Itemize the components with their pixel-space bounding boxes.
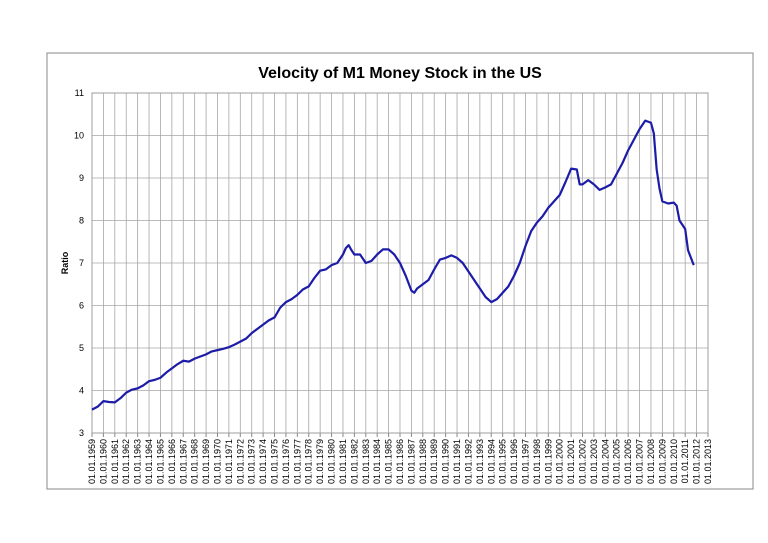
x-tick-label: 01.01.1978 — [304, 439, 314, 484]
x-tick-label: 01.01.1980 — [327, 439, 337, 484]
y-tick-label: 7 — [79, 258, 84, 268]
x-tick-label: 01.01.1998 — [532, 439, 542, 484]
x-tick-label: 01.01.1977 — [292, 439, 302, 484]
x-tick-label: 01.01.1986 — [395, 439, 405, 484]
x-tick-label: 01.01.1973 — [247, 439, 257, 484]
x-tick-label: 01.01.2005 — [612, 439, 622, 484]
x-tick-label: 01.01.1961 — [110, 439, 120, 484]
y-tick-label: 5 — [79, 343, 84, 353]
x-tick-label: 01.01.2010 — [669, 439, 679, 484]
y-tick-label: 8 — [79, 216, 84, 226]
y-tick-label: 9 — [79, 173, 84, 183]
x-tick-label: 01.01.1966 — [167, 439, 177, 484]
y-tick-label: 10 — [74, 131, 84, 141]
x-tick-label: 01.01.1996 — [509, 439, 519, 484]
x-tick-label: 01.01.2013 — [703, 439, 713, 484]
x-tick-label: 01.01.1974 — [258, 439, 268, 484]
x-tick-label: 01.01.1990 — [441, 439, 451, 484]
x-tick-label: 01.01.2008 — [646, 439, 656, 484]
data-line — [91, 119, 695, 411]
chart-title: Velocity of M1 Money Stock in the US — [258, 65, 542, 82]
x-tick-label: 01.01.1979 — [315, 439, 325, 484]
x-tick-label: 01.01.1965 — [155, 439, 165, 484]
x-tick-label: 01.01.1964 — [144, 439, 154, 484]
x-tick-label: 01.01.1962 — [121, 439, 131, 484]
x-tick-label: 01.01.1991 — [452, 439, 462, 484]
x-tick-label: 01.01.1981 — [338, 439, 348, 484]
x-tick-label: 01.01.1970 — [212, 439, 222, 484]
x-tick-label: 01.01.1982 — [349, 439, 359, 484]
x-tick-label: 01.01.1993 — [475, 439, 485, 484]
x-tick-label: 01.01.1968 — [190, 439, 200, 484]
x-tick-label: 01.01.1984 — [372, 439, 382, 484]
x-tick-label: 01.01.1975 — [270, 439, 280, 484]
x-tick-label: 01.01.2002 — [578, 439, 588, 484]
x-tick-label: 01.01.1969 — [201, 439, 211, 484]
x-tick-label: 01.01.2004 — [600, 439, 610, 484]
x-tick-label: 01.01.1995 — [498, 439, 508, 484]
y-tick-label: 3 — [79, 428, 84, 438]
x-tick-label: 01.01.1967 — [178, 439, 188, 484]
x-tick-label: 01.01.1999 — [543, 439, 553, 484]
x-tick-label: 01.01.1988 — [418, 439, 428, 484]
x-tick-label: 01.01.1992 — [463, 439, 473, 484]
x-tick-label: 01.01.2001 — [566, 439, 576, 484]
x-tick-label: 01.01.1972 — [235, 439, 245, 484]
y-tick-label: 6 — [79, 301, 84, 311]
x-tick-label: 01.01.1997 — [520, 439, 530, 484]
y-tick-label: 11 — [75, 88, 84, 98]
x-tick-label: 01.01.1987 — [406, 439, 416, 484]
x-tick-label: 01.01.1994 — [486, 439, 496, 484]
x-tick-label: 01.01.1960 — [98, 439, 108, 484]
x-tick-label: 01.01.2007 — [635, 439, 645, 484]
x-tick-label: 01.01.1971 — [224, 439, 234, 484]
x-tick-label: 01.01.1959 — [87, 439, 97, 484]
x-tick-label: 01.01.1976 — [281, 439, 291, 484]
x-tick-label: 01.01.2000 — [555, 439, 565, 484]
x-tick-label: 01.01.1963 — [133, 439, 143, 484]
x-tick-label: 01.01.2003 — [589, 439, 599, 484]
y-tick-label: 4 — [79, 386, 84, 396]
x-tick-label: 01.01.2012 — [692, 439, 702, 484]
y-axis-label: Ratio — [60, 251, 70, 274]
x-tick-label: 01.01.1985 — [384, 439, 394, 484]
x-tick-label: 01.01.2006 — [623, 439, 633, 484]
x-tick-label: 01.01.2009 — [657, 439, 667, 484]
x-tick-label: 01.01.1983 — [361, 439, 371, 484]
x-tick-label: 01.01.2011 — [680, 439, 690, 483]
x-tick-label: 01.01.1989 — [429, 439, 439, 484]
